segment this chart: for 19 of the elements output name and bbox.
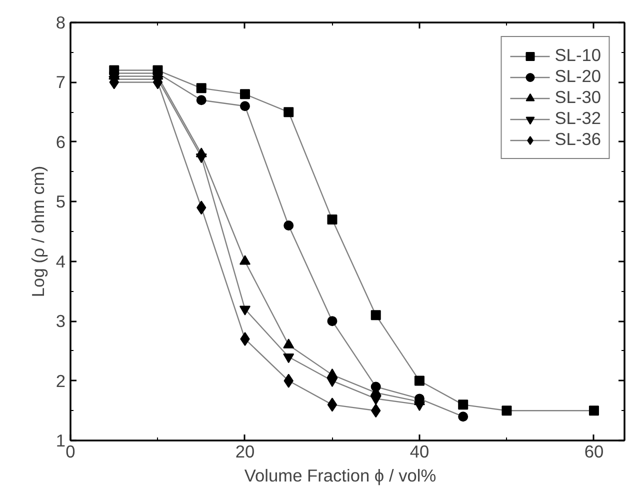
y-tick-label: 8 [56,12,66,32]
legend-label: SL-20 [554,66,601,87]
x-tick-label: 0 [66,442,76,462]
x-tick-label: 20 [235,442,255,462]
y-tick-label: 4 [56,251,66,272]
legend-label: SL-36 [554,129,601,150]
y-tick-label: 6 [56,132,66,152]
x-tick-label: 40 [410,442,430,462]
y-tick-label: 5 [56,192,66,212]
y-tick-label: 3 [56,311,66,332]
y-tick-label: 7 [56,72,66,92]
y-axis-title: Log (ρ / ohm cm) [28,166,48,298]
legend-label: SL-30 [554,87,601,108]
x-axis-title: Volume Fraction ϕ / vol% [244,466,436,486]
y-tick-label: 1 [56,430,66,450]
legend-label: SL-32 [554,108,601,129]
x-tick-label: 60 [584,442,604,462]
y-tick-label: 2 [56,370,66,391]
legend-label: SL-10 [554,45,601,66]
